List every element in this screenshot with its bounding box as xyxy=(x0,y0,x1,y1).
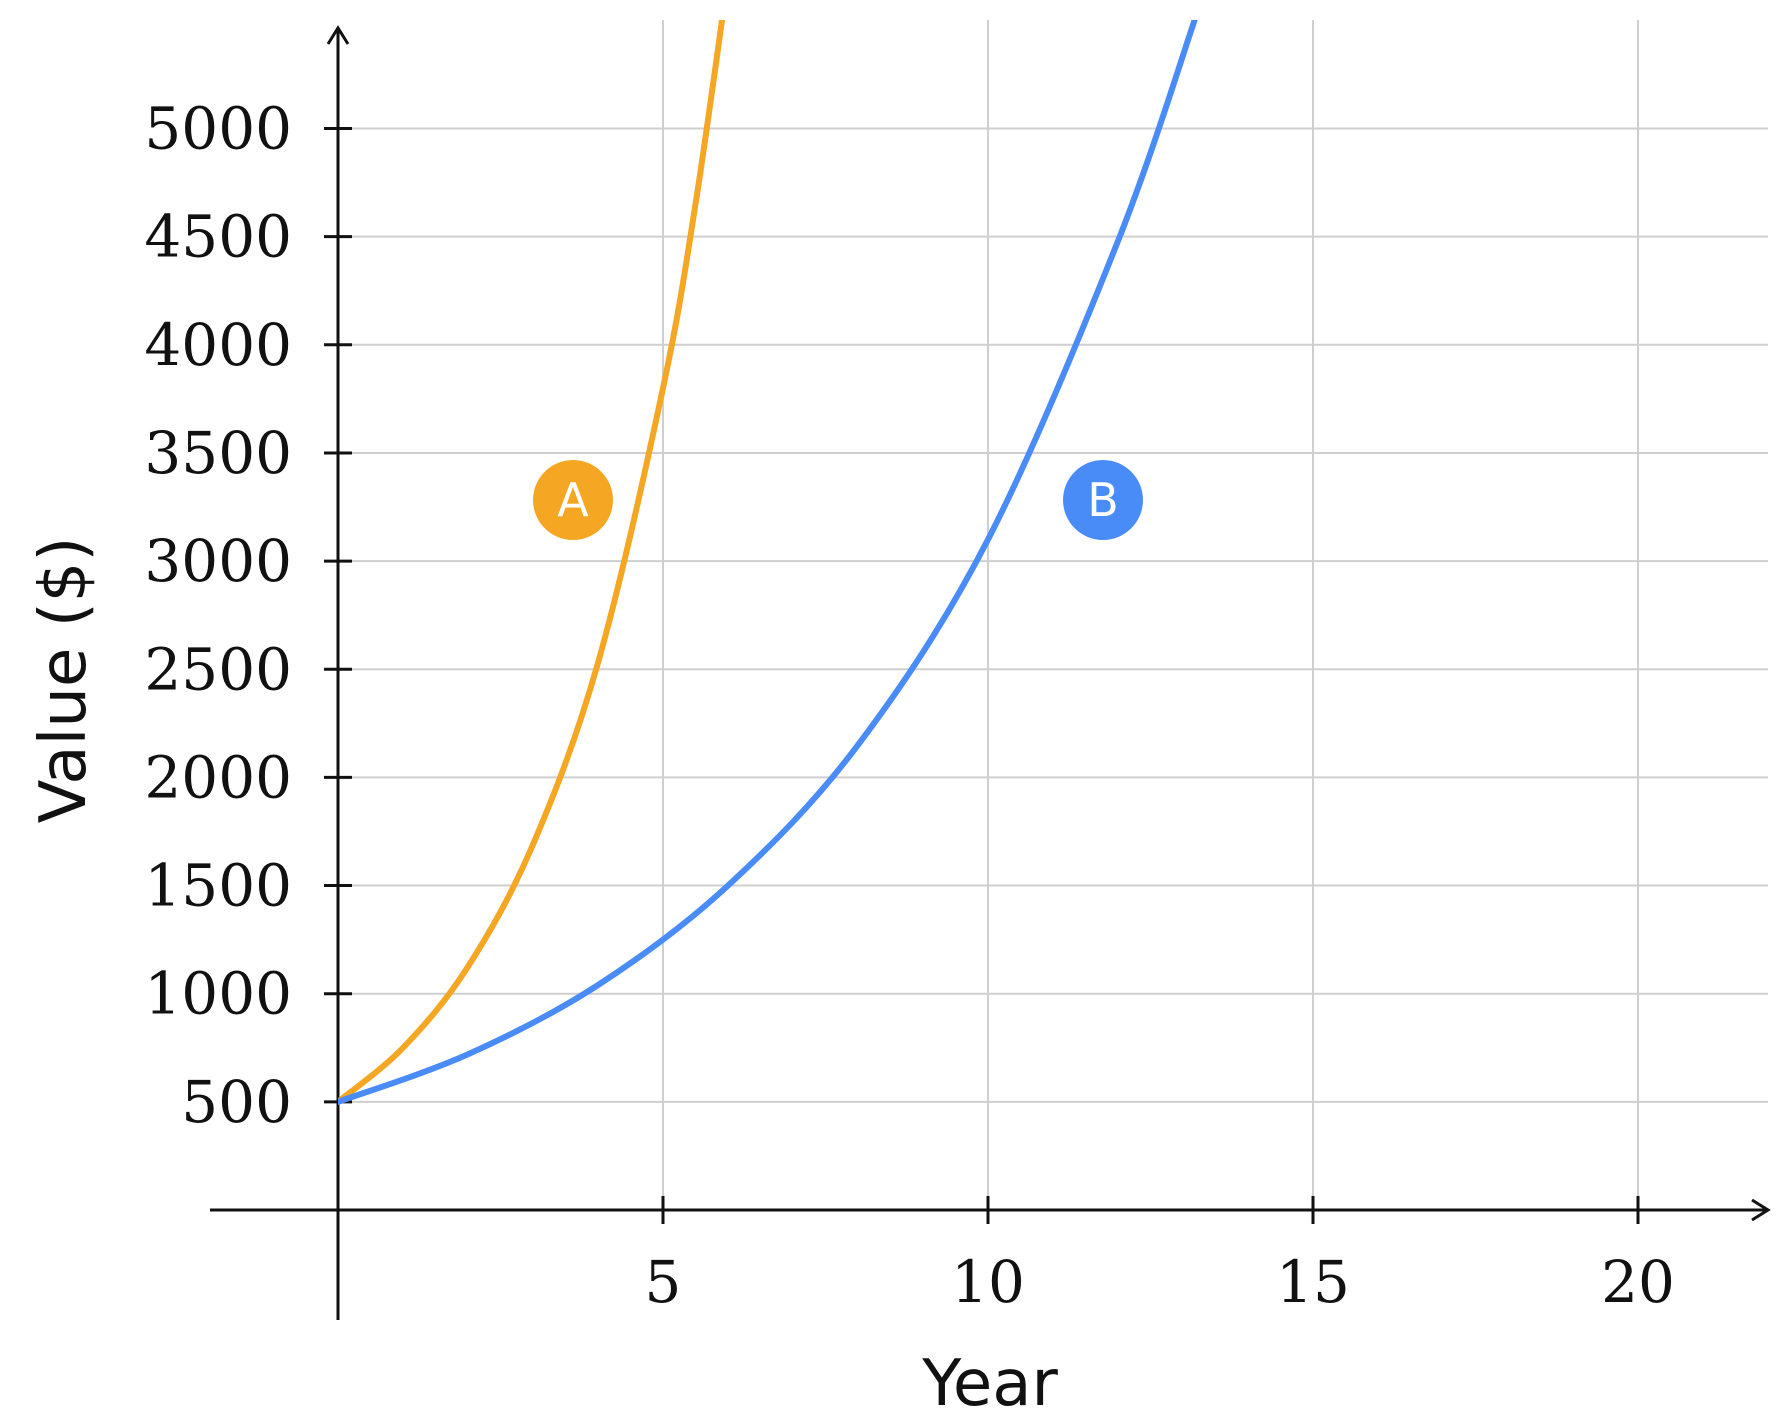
series-lines xyxy=(338,20,1198,1105)
y-tick-label: 4500 xyxy=(144,203,292,271)
y-tick-label: 5000 xyxy=(144,95,292,163)
y-tick-label: 2000 xyxy=(144,743,292,811)
y-tick-label: 3000 xyxy=(144,527,292,595)
series-line-b xyxy=(338,20,1198,1105)
x-tick-label: 5 xyxy=(645,1248,682,1316)
x-axis-arrow xyxy=(1751,1198,1771,1222)
marker-label: B xyxy=(1087,473,1119,527)
y-tick-label: 4000 xyxy=(144,311,292,379)
tick-labels: 500 1000 1500 2000 2500 3000 3500 4000 4500 5000 5… xyxy=(144,95,1675,1317)
y-tick-label: 2500 xyxy=(144,635,292,703)
series-line-a xyxy=(338,20,726,1105)
x-tick-label: 15 xyxy=(1276,1248,1350,1316)
y-tick-label: 1500 xyxy=(144,852,292,920)
x-axis-title: Year xyxy=(921,1347,1058,1421)
y-tick-label: 1000 xyxy=(144,960,292,1028)
y-axis-arrow xyxy=(326,25,350,45)
marker-circle xyxy=(533,460,613,540)
grid-lines xyxy=(338,20,1768,1210)
x-tick-label: 10 xyxy=(951,1248,1025,1316)
x-tick-label: 20 xyxy=(1601,1248,1675,1316)
y-tick-label: 3500 xyxy=(144,419,292,487)
series-marker-b: B xyxy=(1063,460,1143,540)
marker-circle xyxy=(1063,460,1143,540)
series-marker-a: A xyxy=(533,460,613,540)
y-tick-label: 500 xyxy=(181,1068,292,1136)
marker-label: A xyxy=(557,473,589,527)
y-axis-title: Value ($) xyxy=(27,537,101,824)
